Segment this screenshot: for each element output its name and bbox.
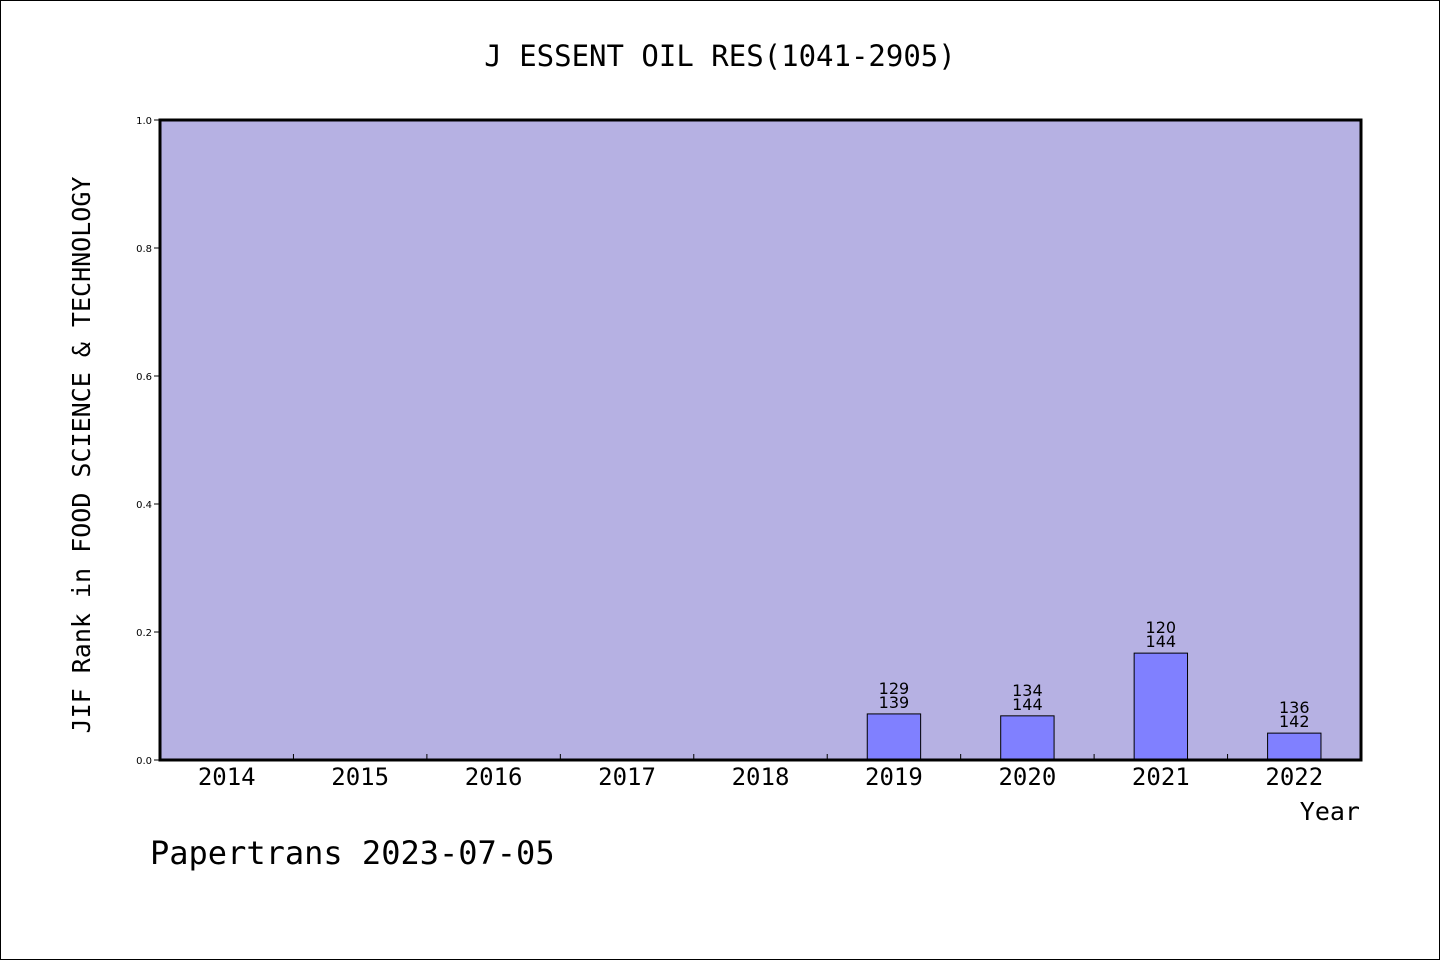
bar-label-rank: 136 [1279, 698, 1310, 717]
y-tick-label: 0.0 [136, 756, 152, 767]
x-tick-label: 2018 [732, 763, 790, 791]
y-axis-label: JIF Rank in FOOD SCIENCE & TECHNOLOGY [67, 177, 96, 734]
bar-label-total: 144 [1012, 695, 1043, 714]
y-tick-label: 0.2 [136, 628, 152, 639]
x-axis-ticks: 2014 2015 2016 2017 2018 2019 2020 2021 2022 [198, 754, 1323, 791]
x-tick-label: 2021 [1132, 763, 1190, 791]
bar-2022 [1267, 732, 1322, 761]
bar-label-rank: 120 [1146, 618, 1177, 637]
chart-title: J ESSENT OIL RES(1041-2905) [484, 39, 955, 73]
x-tick-label: 2014 [198, 763, 256, 791]
bar-label-total: 139 [879, 693, 910, 712]
x-tick-label: 2016 [465, 763, 523, 791]
x-axis-label: Year [1300, 797, 1360, 826]
y-tick-label: 1.0 [136, 116, 152, 127]
x-tick-label: 2020 [998, 763, 1056, 791]
y-tick-label: 0.6 [136, 372, 152, 383]
footer-credit: Papertrans 2023-07-05 [150, 834, 555, 872]
bar-label-total: 142 [1279, 712, 1310, 731]
plot-frame [158, 118, 1363, 762]
bar-label-rank: 129 [879, 679, 910, 698]
bar-2020 [1000, 715, 1055, 761]
bar-2019 [866, 713, 922, 761]
x-tick-label: 2015 [331, 763, 389, 791]
x-tick-label: 2022 [1265, 763, 1323, 791]
bar-2021 [1133, 652, 1189, 761]
y-tick-label: 0.4 [136, 500, 152, 511]
x-tick-label: 2019 [865, 763, 923, 791]
y-tick-label: 0.8 [136, 244, 152, 255]
bar-label-total: 144 [1146, 632, 1177, 651]
bar-label-rank: 134 [1012, 681, 1043, 700]
x-tick-label: 2017 [598, 763, 656, 791]
